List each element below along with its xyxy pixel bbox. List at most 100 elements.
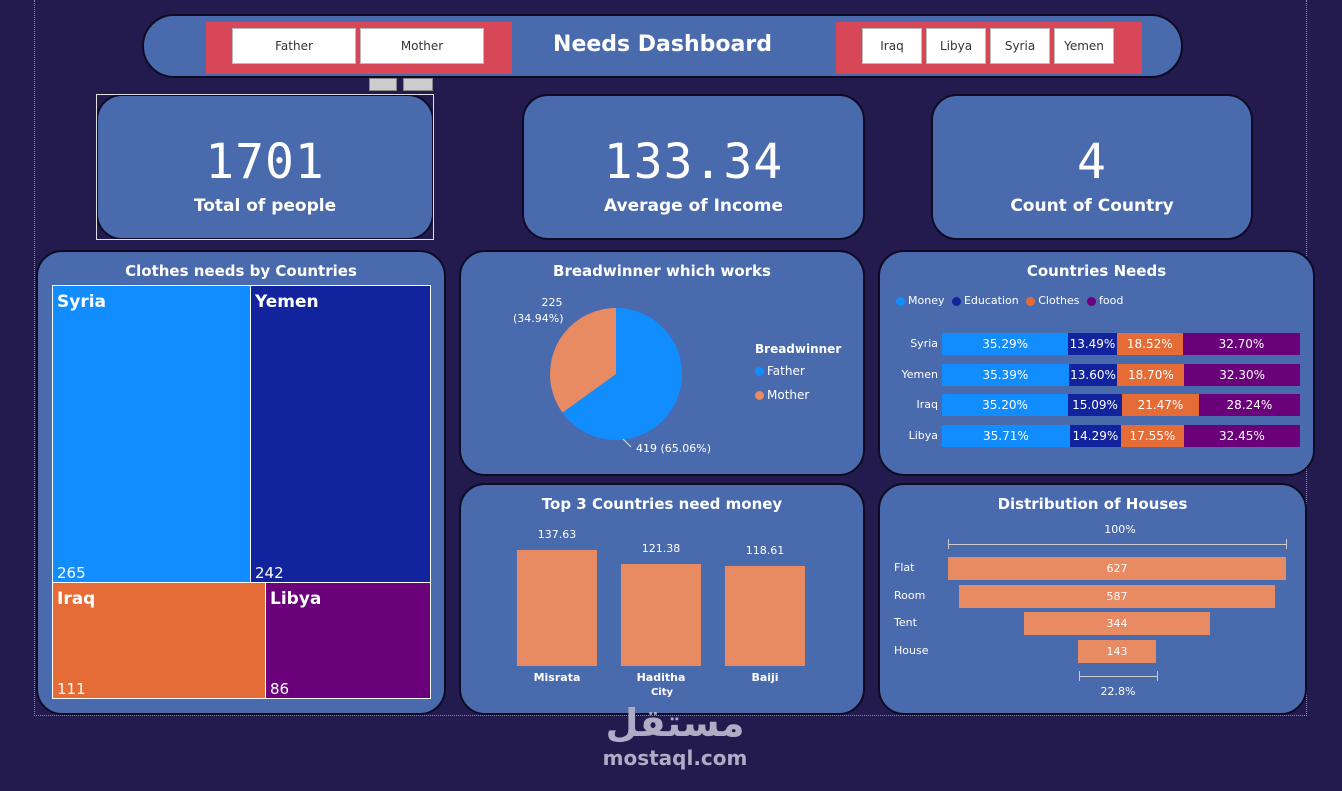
tile-name: Libya xyxy=(270,589,322,609)
pie-label-mother-count: 225 xyxy=(541,296,563,309)
slicer-iraq-button[interactable]: Iraq xyxy=(862,28,922,64)
needs-segment-clothes[interactable]: 17.55% xyxy=(1121,424,1184,447)
pie-legend-mother[interactable]: Mother xyxy=(755,388,809,402)
pie-slice-father[interactable] xyxy=(562,308,682,440)
money-bar-haditha[interactable] xyxy=(621,563,701,666)
needs-panel: Countries Needs Money Education Clothes … xyxy=(878,250,1315,476)
money-data-label: 121.38 xyxy=(641,541,681,555)
more-options-icon[interactable] xyxy=(403,78,433,91)
money-title: Top 3 Countries need money xyxy=(541,495,783,513)
selection-frame xyxy=(96,94,434,240)
slicer-father-button[interactable]: Father xyxy=(232,28,356,64)
treemap-tile-yemen[interactable]: Yemen 242 xyxy=(250,285,431,583)
needs-segment-food[interactable]: 28.24% xyxy=(1198,394,1300,416)
slicer-libya-button[interactable]: Libya xyxy=(926,28,986,64)
kpi-value: 4 xyxy=(1077,134,1107,190)
tile-name: Syria xyxy=(57,292,107,312)
kpi-average-income[interactable]: 133.34 Average of Income xyxy=(522,94,865,240)
money-panel: Top 3 Countries need money 137.63 Misrata… xyxy=(459,483,865,715)
header-bar: Father Mother Needs Dashboard Iraq Libya… xyxy=(142,14,1183,78)
needs-segment-money[interactable]: 35.39% xyxy=(942,363,1069,386)
filter-icon[interactable] xyxy=(369,78,397,91)
needs-segment-education[interactable]: 14.29% xyxy=(1069,424,1121,447)
needs-row-yemen: Yemen 35.39% 13.60% 18.70% 32.30% xyxy=(880,363,1313,386)
legend-dot-icon xyxy=(755,391,764,400)
kpi-label: Total of people xyxy=(193,196,337,216)
treemap-tile-iraq[interactable]: Iraq 111 xyxy=(52,582,266,699)
treemap-panel: Clothes needs by Countries Syria 265 Yem… xyxy=(36,250,446,715)
country-slicer: Iraq Libya Syria Yemen xyxy=(836,22,1142,74)
money-bar-baiji[interactable] xyxy=(725,566,805,666)
pie-slice-mother[interactable] xyxy=(550,308,616,413)
legend-food[interactable]: food xyxy=(1087,294,1123,307)
money-bars: 137.63 Misrata 121.38 Haditha 118.61 Baiji xyxy=(461,485,863,713)
legend-dot-icon xyxy=(1087,296,1096,306)
houses-bottom-pct: 22.8% xyxy=(1100,685,1136,698)
breadwinner-slicer: Father Mother xyxy=(206,22,512,74)
slicer-mother-button[interactable]: Mother xyxy=(360,28,484,64)
money-category-label: Baiji xyxy=(751,671,779,684)
money-xlabel: City xyxy=(650,687,674,698)
needs-row-syria: Syria 35.29% 13.49% 18.52% 32.70% xyxy=(880,333,1313,355)
needs-legend: Money Education Clothes food xyxy=(896,294,1123,307)
funnel-bar-house[interactable]: 143 xyxy=(1078,639,1156,663)
pie-label-father: 419 (65.06%) xyxy=(636,442,712,455)
funnel-category-label: Tent xyxy=(894,616,917,629)
funnel-bar-tent[interactable]: 344 xyxy=(1024,612,1210,635)
treemap-tile-libya[interactable]: Libya 86 xyxy=(265,582,431,699)
needs-segment-education[interactable]: 15.09% xyxy=(1068,394,1123,416)
dashboard-title: Needs Dashboard xyxy=(553,32,772,57)
houses-title: Distribution of Houses xyxy=(997,495,1188,513)
legend-label: Father xyxy=(767,364,805,378)
needs-row-libya: Libya 35.71% 14.29% 17.55% 32.45% xyxy=(880,424,1313,447)
tile-value: 111 xyxy=(57,680,86,698)
tile-name: Iraq xyxy=(57,589,96,609)
money-data-label: 137.63 xyxy=(537,528,577,541)
needs-segment-money[interactable]: 35.20% xyxy=(942,394,1069,416)
legend-label: Money xyxy=(908,294,945,307)
pie-panel: Breadwinner which works 225 (34.94%) 419… xyxy=(459,250,865,476)
needs-row-label: Libya xyxy=(908,428,938,442)
needs-segment-education[interactable]: 13.60% xyxy=(1068,363,1118,386)
top-pct-tick xyxy=(1286,539,1287,549)
needs-segment-money[interactable]: 35.71% xyxy=(942,424,1070,447)
legend-clothes[interactable]: Clothes xyxy=(1026,294,1080,307)
kpi-value: 133.34 xyxy=(603,134,784,190)
needs-segment-clothes[interactable]: 18.70% xyxy=(1117,363,1185,386)
legend-education[interactable]: Education xyxy=(951,294,1019,307)
funnel-category-label: House xyxy=(894,643,929,657)
needs-segment-food[interactable]: 32.30% xyxy=(1184,363,1300,386)
legend-dot-icon xyxy=(896,296,905,306)
legend-money[interactable]: Money xyxy=(896,294,944,307)
legend-label: Education xyxy=(963,294,1019,307)
needs-title: Countries Needs xyxy=(1026,262,1167,280)
slicer-syria-button[interactable]: Syria xyxy=(990,28,1050,64)
legend-dot-icon xyxy=(951,296,961,306)
needs-segment-food[interactable]: 32.70% xyxy=(1182,333,1300,355)
money-bar-misrata[interactable] xyxy=(517,550,597,666)
kpi-count-country[interactable]: 4 Count of Country xyxy=(931,94,1253,240)
kpi-label: Count of Country xyxy=(1010,196,1174,216)
bottom-pct-rule xyxy=(1079,676,1157,677)
funnel-bar-room[interactable]: 587 xyxy=(958,584,1276,608)
needs-row-label: Syria xyxy=(910,337,938,350)
needs-segment-food[interactable]: 32.45% xyxy=(1183,424,1300,447)
needs-segment-clothes[interactable]: 21.47% xyxy=(1122,394,1199,416)
funnel-bar-flat[interactable]: 627 xyxy=(948,557,1286,580)
needs-segment-education[interactable]: 13.49% xyxy=(1068,333,1117,355)
top-pct-rule xyxy=(948,544,1286,545)
needs-segment-money[interactable]: 35.29% xyxy=(942,333,1069,355)
pie-legend-title: Breadwinner xyxy=(755,342,842,356)
top-pct-tick xyxy=(948,539,949,549)
slicer-yemen-button[interactable]: Yemen xyxy=(1054,28,1114,64)
pie-legend-father[interactable]: Father xyxy=(755,364,805,378)
treemap-title: Clothes needs by Countries xyxy=(125,262,357,280)
treemap-tile-syria[interactable]: Syria 265 xyxy=(52,285,251,583)
legend-dot-icon xyxy=(1026,296,1036,306)
tile-value: 242 xyxy=(255,564,284,582)
houses-top-pct: 100% xyxy=(1104,523,1136,536)
needs-segment-clothes[interactable]: 18.52% xyxy=(1116,333,1183,355)
tile-value: 265 xyxy=(57,564,86,582)
needs-bars: Syria 35.29% 13.49% 18.52% 32.70% Yemen 35.39%… xyxy=(880,333,1313,453)
needs-row-label: Yemen xyxy=(901,367,938,381)
